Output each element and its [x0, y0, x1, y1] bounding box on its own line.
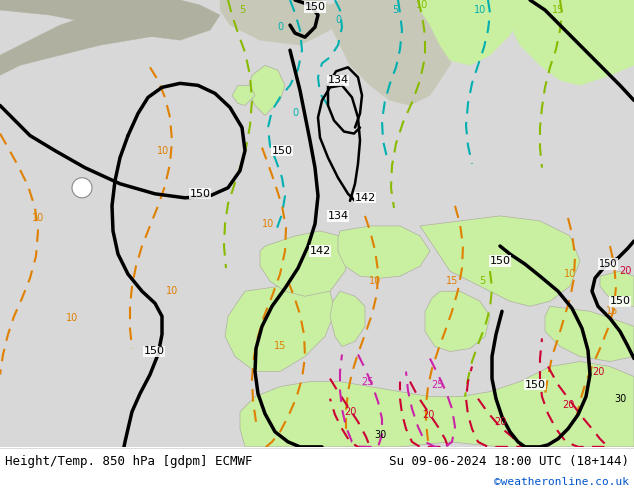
Text: 150: 150: [304, 2, 325, 12]
Text: 10: 10: [66, 313, 78, 323]
Text: 150: 150: [143, 346, 164, 357]
Polygon shape: [220, 0, 340, 45]
Text: 25: 25: [362, 377, 374, 387]
Polygon shape: [545, 306, 634, 362]
Text: 20: 20: [562, 400, 574, 410]
Polygon shape: [425, 291, 490, 351]
Text: ©weatheronline.co.uk: ©weatheronline.co.uk: [494, 477, 629, 487]
Text: 30: 30: [614, 393, 626, 404]
Text: Height/Temp. 850 hPa [gdpm] ECMWF: Height/Temp. 850 hPa [gdpm] ECMWF: [5, 455, 252, 468]
Text: 20: 20: [344, 407, 356, 416]
Text: 150: 150: [524, 380, 545, 390]
Text: 15: 15: [446, 276, 458, 286]
Text: 20: 20: [619, 266, 631, 276]
Polygon shape: [600, 271, 634, 306]
Text: 0: 0: [277, 22, 283, 32]
Text: 10: 10: [32, 213, 44, 223]
Text: 0: 0: [292, 108, 298, 119]
Text: 20: 20: [494, 417, 506, 427]
Text: 150: 150: [190, 189, 210, 199]
Text: 15: 15: [606, 306, 618, 317]
Polygon shape: [225, 281, 335, 371]
Text: 142: 142: [354, 193, 375, 203]
Text: 150: 150: [271, 146, 292, 156]
Text: 25: 25: [432, 380, 444, 390]
Polygon shape: [240, 362, 634, 447]
Text: 10: 10: [564, 269, 576, 279]
Text: 10: 10: [369, 276, 381, 286]
Text: 5: 5: [392, 5, 398, 15]
Text: 134: 134: [327, 211, 349, 221]
Polygon shape: [420, 216, 580, 306]
Polygon shape: [338, 226, 430, 278]
Text: 5: 5: [479, 276, 485, 286]
Text: 150: 150: [609, 296, 630, 306]
Text: 142: 142: [309, 246, 330, 256]
Circle shape: [72, 178, 92, 198]
Text: 10: 10: [157, 146, 169, 156]
Polygon shape: [232, 85, 255, 105]
Text: 150: 150: [598, 259, 618, 269]
Text: 10: 10: [416, 0, 428, 10]
Polygon shape: [420, 0, 520, 65]
Text: 5: 5: [239, 5, 245, 15]
Text: Su 09-06-2024 18:00 UTC (18+144): Su 09-06-2024 18:00 UTC (18+144): [389, 455, 629, 468]
Polygon shape: [500, 0, 634, 85]
Text: 20: 20: [422, 410, 434, 420]
Text: 15: 15: [274, 342, 286, 351]
Polygon shape: [330, 291, 365, 346]
Polygon shape: [330, 0, 460, 105]
Text: 134: 134: [327, 75, 349, 85]
Text: 15: 15: [552, 5, 564, 15]
Text: 150: 150: [489, 256, 510, 266]
Polygon shape: [260, 231, 350, 296]
Polygon shape: [248, 65, 285, 116]
Text: 10: 10: [166, 286, 178, 296]
Text: 10: 10: [262, 219, 274, 229]
Text: 10: 10: [474, 5, 486, 15]
Text: 0: 0: [335, 15, 341, 25]
Text: 30: 30: [374, 430, 386, 440]
Text: 20: 20: [592, 367, 604, 376]
Polygon shape: [0, 0, 200, 75]
Polygon shape: [0, 0, 220, 40]
